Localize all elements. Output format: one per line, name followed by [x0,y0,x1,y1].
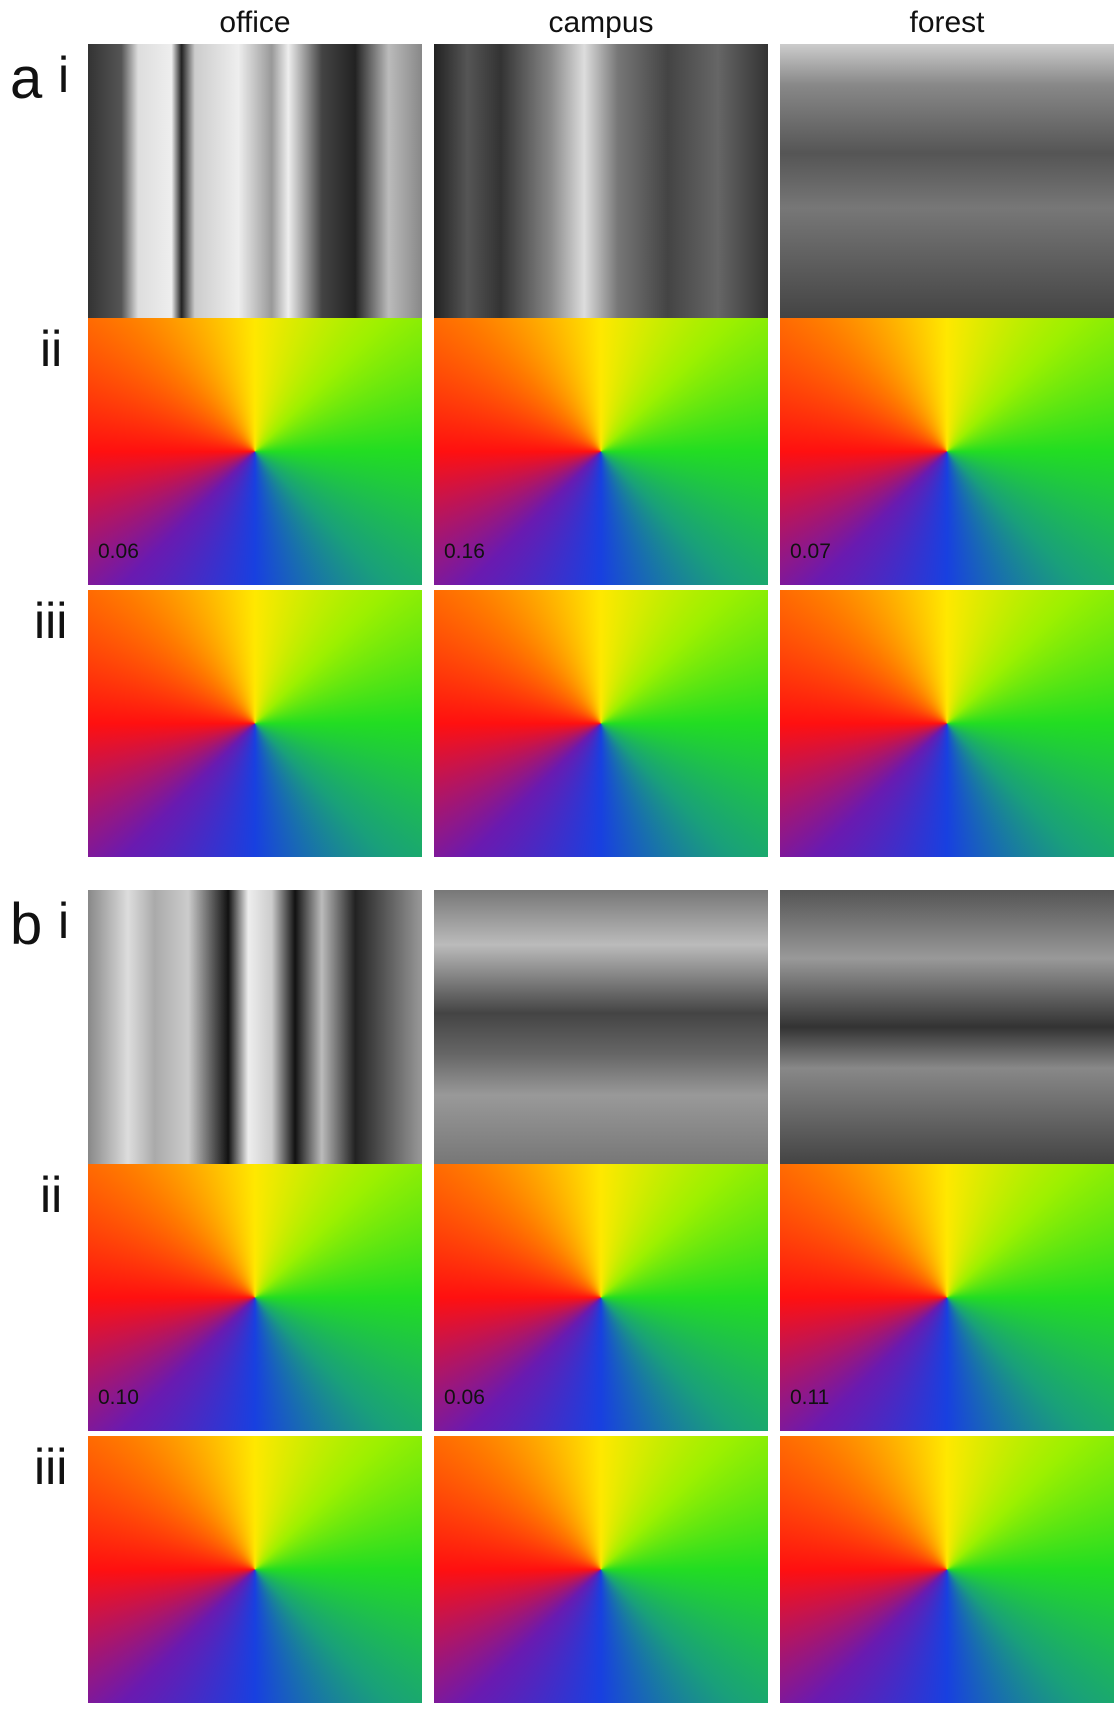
row-label: iii [34,596,67,646]
photo [88,890,422,1164]
photo [434,44,768,318]
photo [88,44,422,318]
flow-uncertainty: 0.10 [88,1436,422,1703]
row-label: iii [34,1442,67,1492]
error-value: 0.06 [98,540,139,564]
row-label: ii [40,324,62,374]
row-label: ii [40,1170,62,1220]
panel-label: b [10,896,42,954]
flow-uncertainty: 0.16 [434,590,768,857]
error-value: 0.16 [444,540,485,564]
error-value: 0.06 [444,1386,485,1410]
photo [434,890,768,1164]
flow-uncertainty: 0.07 [780,590,1114,857]
column-header: forest [780,6,1114,40]
figure: {"columns": ["office", "campus", "forest… [0,0,1120,1711]
error-value: 0.10 [98,1386,139,1410]
photo [780,44,1114,318]
flow-uncertainty: 0.06 [88,590,422,857]
row-label: i [58,50,69,100]
row-label: i [58,896,69,946]
panel-label: a [10,50,42,108]
column-header: campus [434,6,768,40]
flow-uncertainty: 0.06 [434,1436,768,1703]
photo [780,890,1114,1164]
flow-map [780,1164,1114,1431]
column-header: office [88,6,422,40]
error-value: 0.07 [790,540,831,564]
error-value: 0.11 [790,1386,829,1410]
flow-uncertainty: 0.11 [780,1436,1114,1703]
